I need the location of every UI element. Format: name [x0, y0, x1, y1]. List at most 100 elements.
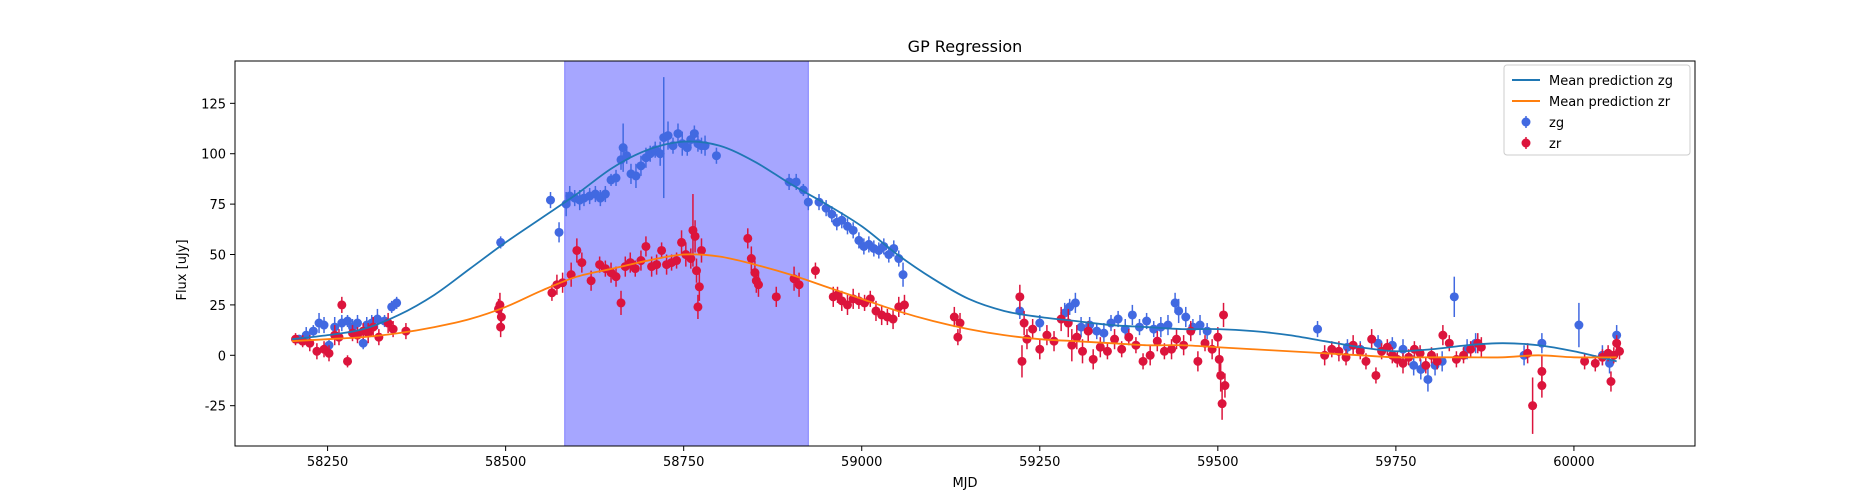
point-zr-147	[1528, 401, 1538, 411]
y-axis: -25 0 25 50 75 100 125	[201, 97, 235, 415]
point-zr-99	[1117, 344, 1127, 354]
point-zr-79	[953, 332, 963, 342]
point-zg-89	[1142, 316, 1152, 326]
point-zr-28	[577, 258, 587, 268]
point-zg-11	[358, 338, 368, 348]
point-zr-105	[1159, 346, 1169, 356]
point-zg-99	[1313, 324, 1323, 334]
legend: Mean prediction zg Mean prediction zr zg zr	[1503, 64, 1691, 156]
point-zr-88	[1049, 336, 1059, 346]
point-zr-97	[1102, 346, 1112, 356]
point-zr-103	[1145, 350, 1155, 360]
point-zr-116	[1217, 399, 1227, 409]
point-zg-2	[308, 326, 318, 336]
point-zr-148	[1537, 366, 1547, 376]
y-tick-label-125: 125	[201, 97, 226, 112]
line-zg-mean	[291, 140, 1617, 363]
x-axis: 58250 58500 58750 59000 59250 59500 59750 60000	[307, 446, 1595, 470]
point-zr-17	[388, 324, 398, 334]
point-zr-96	[1095, 342, 1105, 352]
y-tick-label-0: 0	[218, 349, 226, 364]
point-zr-33	[611, 272, 621, 282]
point-zr-94	[1083, 326, 1093, 336]
point-zr-132	[1398, 358, 1408, 368]
point-zg-49	[689, 129, 699, 139]
point-zr-45	[672, 256, 682, 266]
point-zr-56	[746, 254, 756, 264]
point-zg-10	[352, 318, 362, 328]
x-tick-label-59500: 59500	[1197, 455, 1238, 470]
point-zg-115	[1574, 320, 1584, 330]
point-zr-91	[1067, 340, 1077, 350]
point-zg-93	[1170, 298, 1180, 308]
point-zr-86	[1035, 344, 1045, 354]
x-tick-label-58750: 58750	[663, 455, 704, 470]
point-zr-22	[496, 322, 506, 332]
y-tick-label-100: 100	[201, 148, 226, 163]
point-zr-140	[1444, 338, 1454, 348]
point-zr-139	[1438, 330, 1448, 340]
point-zg-105	[1409, 360, 1419, 370]
point-zg-58	[814, 197, 824, 207]
point-zg-80	[1076, 322, 1086, 332]
point-zr-109	[1186, 326, 1196, 336]
x-tick-label-59250: 59250	[1019, 455, 1060, 470]
point-zg-53	[711, 151, 721, 161]
point-zg-79	[1070, 298, 1080, 308]
point-zr-129	[1382, 342, 1392, 352]
point-zr-54	[696, 245, 706, 255]
legend-label-0: Mean prediction zg	[1549, 74, 1673, 89]
point-zg-83	[1099, 328, 1109, 338]
point-zr-92	[1072, 332, 1082, 342]
point-zr-53	[694, 282, 704, 292]
point-zg-43	[663, 131, 673, 141]
point-zg-36	[631, 171, 641, 181]
point-zr-39	[641, 241, 651, 251]
point-zg-17	[392, 298, 402, 308]
point-zg-70	[879, 241, 889, 251]
point-zr-9	[343, 356, 353, 366]
point-zg-117	[1605, 358, 1615, 368]
point-zr-67	[842, 300, 852, 310]
point-zr-113	[1213, 332, 1223, 342]
point-zg-37	[636, 161, 646, 171]
point-zg-57	[803, 197, 813, 207]
x-tick-label-59000: 59000	[841, 455, 882, 470]
plot-contents	[291, 61, 1625, 446]
point-zr-127	[1371, 370, 1381, 380]
legend-label-3: zr	[1549, 137, 1562, 152]
x-tick-label-58250: 58250	[307, 455, 348, 470]
x-tick-label-60000: 60000	[1553, 455, 1594, 470]
point-zr-157	[1615, 346, 1625, 356]
point-zr-20	[495, 300, 505, 310]
point-zr-52	[693, 302, 703, 312]
point-zr-98	[1110, 334, 1120, 344]
point-zg-21	[561, 199, 571, 209]
point-zr-100	[1124, 332, 1134, 342]
point-zg-55	[791, 177, 801, 187]
point-zr-3	[312, 346, 322, 356]
y-tick-label-75: 75	[209, 198, 226, 213]
point-zg-4	[319, 320, 329, 330]
y-tick-label-25: 25	[209, 299, 226, 314]
point-zr-114	[1214, 354, 1224, 364]
point-zr-117	[1219, 310, 1229, 320]
legend-swatch-3	[1521, 138, 1531, 148]
point-zr-154	[1606, 376, 1616, 386]
point-zr-87	[1042, 330, 1052, 340]
y-tick-label-50: 50	[209, 249, 226, 264]
point-zr-42	[657, 245, 667, 255]
point-zr-124	[1355, 346, 1365, 356]
point-zr-18	[401, 326, 411, 336]
point-zr-107	[1172, 334, 1182, 344]
point-zg-60	[827, 209, 837, 219]
point-zr-55	[743, 233, 753, 243]
x-tick-label-59750: 59750	[1375, 455, 1416, 470]
point-zr-110	[1193, 356, 1203, 366]
point-zr-59	[753, 280, 763, 290]
point-zg-92	[1163, 320, 1173, 330]
point-zr-115	[1216, 370, 1226, 380]
point-zr-81	[1015, 292, 1025, 302]
point-zg-64	[848, 225, 858, 235]
